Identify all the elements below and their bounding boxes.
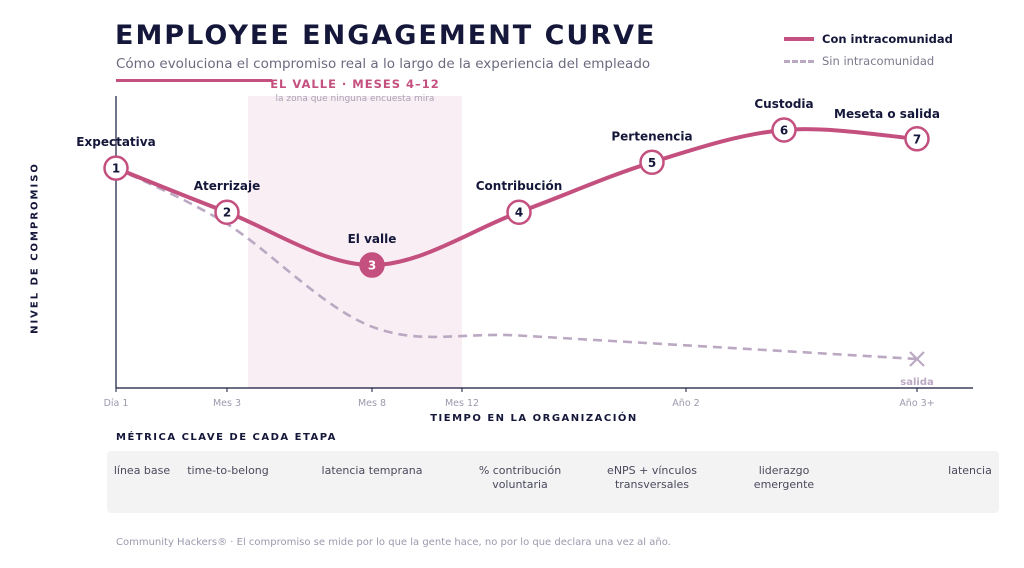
metric-item: latencia temprana	[321, 464, 423, 477]
legend-item-without: Sin intracomunidad	[784, 50, 953, 72]
stage-number-6: 6	[780, 124, 788, 138]
stage-number-2: 2	[223, 206, 231, 220]
metric-item: liderazgo emergente	[753, 464, 815, 491]
x-tick-label: Mes 8	[358, 398, 386, 409]
valley-band	[248, 96, 462, 388]
stage-marker-6	[771, 117, 797, 143]
stage-label-3: El valle	[348, 232, 397, 246]
stage-number-1: 1	[112, 162, 120, 176]
series-line-without	[115, 167, 918, 361]
stage-marker-5	[639, 149, 665, 176]
stage-number-5: 5	[648, 156, 656, 170]
x-tick-label: Año 3+	[899, 398, 934, 409]
stage-marker-1	[103, 155, 129, 181]
x-tick-label: Mes 12	[445, 398, 479, 409]
chart-subtitle: Cómo evoluciona el compromiso real a lo …	[116, 56, 651, 72]
stage-marker-2	[214, 199, 240, 225]
valley-band-sublabel: la zona que ninguna encuesta mira	[276, 94, 435, 104]
legend-swatch-solid	[784, 37, 814, 41]
footer-note: Community Hackers® · El compromiso se mi…	[116, 537, 671, 548]
x-tick-label: Día 1	[104, 398, 129, 409]
stage-label-1: Expectativa	[76, 135, 155, 149]
metrics-panel	[107, 451, 999, 513]
stage-number-7: 7	[913, 132, 921, 146]
metrics-heading: MÉTRICA CLAVE DE CADA ETAPA	[116, 432, 337, 443]
valley-band-label: EL VALLE · MESES 4–12	[270, 77, 440, 91]
metric-item: latencia	[948, 464, 992, 477]
stage-label-7: Meseta o salida	[834, 107, 940, 121]
stage-number-4: 4	[515, 206, 523, 220]
legend-label-without: Sin intracomunidad	[822, 54, 935, 68]
metric-item: eNPS + vínculos transversales	[607, 464, 697, 491]
stage-label-2: Aterrizaje	[194, 179, 260, 193]
stage-label-5: Pertenencia	[611, 129, 692, 143]
stage-marker-3	[359, 252, 385, 278]
metric-item: % contribución voluntaria	[478, 464, 562, 491]
metric-item: línea base	[113, 464, 171, 477]
title-underline	[116, 79, 272, 82]
stage-label-6: Custodia	[754, 97, 813, 111]
stage-number-3: 3	[368, 259, 376, 273]
x-tick-label: Año 2	[672, 398, 699, 409]
x-axis-label: TIEMPO EN LA ORGANIZACIÓN	[430, 413, 638, 424]
legend-label-with: Con intracomunidad	[822, 32, 953, 46]
legend-item-with: Con intracomunidad	[784, 28, 953, 50]
metric-item: time-to-belong	[187, 464, 269, 477]
legend-swatch-dashed	[784, 59, 814, 63]
stage-marker-7	[904, 126, 930, 152]
legend: Con intracomunidad Sin intracomunidad	[784, 28, 953, 72]
series-line-with	[114, 127, 919, 268]
x-tick-label: Mes 3	[213, 398, 241, 409]
exit-marker-icon	[909, 351, 925, 367]
stage-label-4: Contribución	[476, 179, 563, 193]
stage-marker-4	[506, 199, 532, 225]
exit-marker-label: salida	[900, 377, 933, 388]
chart-title: EMPLOYEE ENGAGEMENT CURVE	[115, 20, 657, 51]
